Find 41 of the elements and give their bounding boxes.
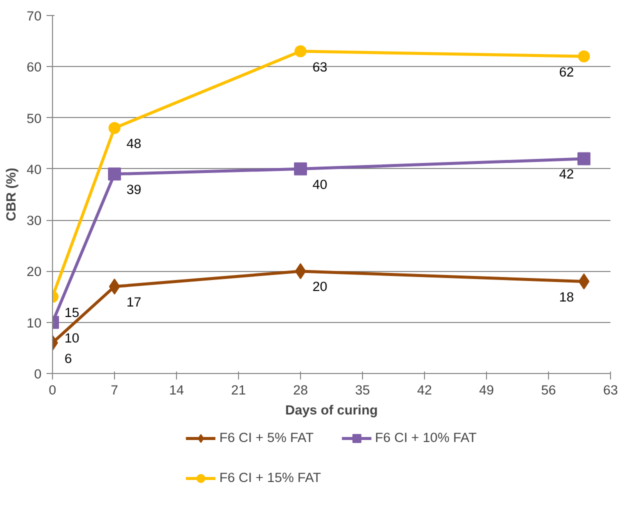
x-tick-label: 7 [110, 382, 118, 398]
x-tick-label: 0 [48, 382, 56, 398]
data-label: 40 [312, 176, 328, 192]
point [294, 45, 306, 58]
x-tick-label: 14 [169, 382, 184, 398]
y-tick-label: 20 [26, 264, 42, 280]
y-tick-label: 70 [26, 8, 42, 24]
x-tick-label: 56 [541, 382, 556, 398]
y-tick-label: 50 [26, 110, 42, 126]
data-label: 63 [312, 59, 328, 74]
x-axis-title: Days of curing [285, 402, 378, 418]
data-label: 39 [126, 182, 142, 198]
y-axis-title: CBR (%) [4, 168, 19, 222]
data-label: 6 [64, 350, 72, 366]
point [578, 50, 590, 62]
x-tick-label: 63 [603, 382, 618, 398]
legend-label: F6 CI + 15% FAT [219, 470, 321, 485]
y-tick-label: 10 [26, 315, 42, 330]
x-tick-label: 21 [231, 382, 246, 398]
data-label: 18 [559, 289, 574, 304]
point [108, 168, 121, 181]
data-label: 48 [126, 136, 142, 152]
data-label: 17 [126, 294, 142, 310]
data-label: 42 [559, 166, 574, 182]
x-tick-label: 35 [355, 382, 370, 398]
y-tick-label: 40 [26, 162, 42, 177]
point [108, 122, 120, 134]
legend-label: F6 CI + 5% FAT [219, 430, 314, 445]
data-label: 15 [64, 304, 80, 320]
x-tick-label: 49 [479, 382, 494, 398]
y-tick-label: 0 [34, 366, 42, 382]
point [577, 152, 590, 166]
x-tick-label: 42 [417, 382, 432, 398]
y-tick-label: 30 [26, 213, 42, 228]
data-label: 62 [559, 64, 574, 80]
y-tick-label: 60 [26, 60, 42, 75]
legend-label: F6 CI + 10% FAT [375, 430, 477, 445]
point [294, 162, 307, 176]
data-label: 20 [312, 279, 328, 294]
data-label: 10 [64, 330, 80, 346]
x-tick-label: 28 [293, 382, 308, 398]
